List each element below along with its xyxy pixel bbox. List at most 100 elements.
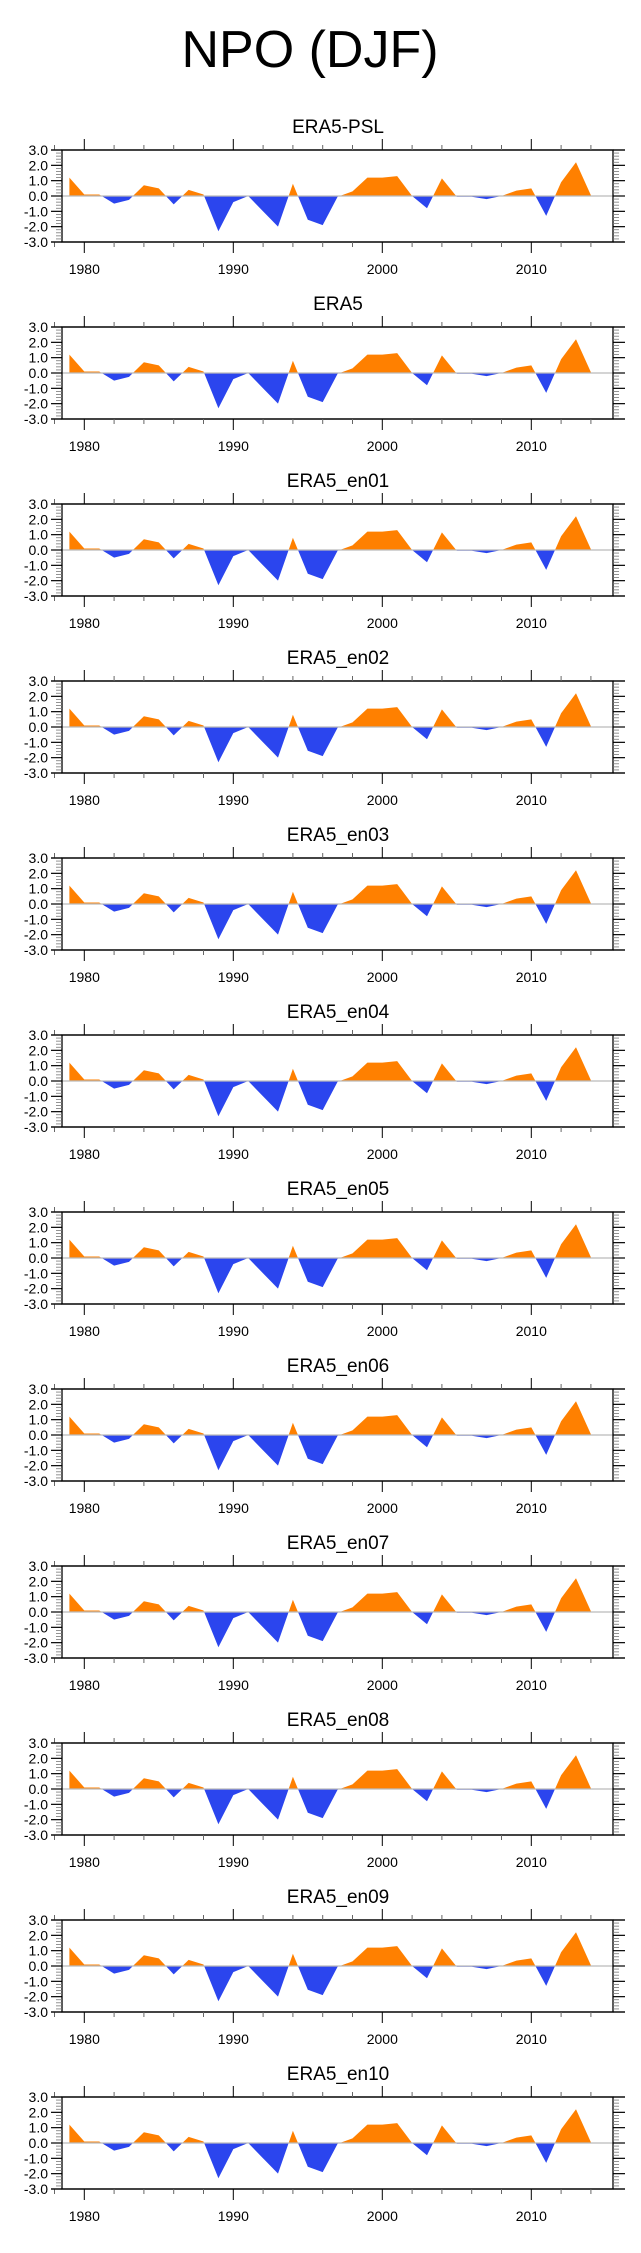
y-tick-label: 0.0 (29, 1781, 49, 1797)
y-tick-label: 2.0 (29, 1927, 49, 1943)
positive-area (69, 2109, 591, 2143)
x-tick-label: 1980 (69, 1323, 100, 1339)
y-tick-label: 3.0 (29, 2089, 49, 2105)
positive-area (69, 693, 591, 727)
x-tick-label: 2010 (516, 2208, 547, 2224)
positive-area (69, 870, 591, 904)
chart-panel: ERA5_en01 1980 1990 2000 2010 3.02.01.00.0-1.… (24, 471, 625, 631)
panel-title: ERA5_en03 (287, 825, 389, 846)
y-tick-label: 3.0 (29, 496, 49, 512)
y-tick-label: 3.0 (29, 673, 49, 689)
x-tick-label: 1990 (218, 1854, 249, 1870)
y-tick-label: 0.0 (29, 365, 49, 381)
x-tick-label: 2010 (516, 438, 547, 454)
x-tick-label: 2010 (516, 792, 547, 808)
y-tick-label: -3.0 (24, 1827, 48, 1843)
positive-area (69, 1755, 591, 1789)
y-tick-label: -3.0 (24, 765, 48, 781)
y-tick-label: 2.0 (29, 865, 49, 881)
x-tick-label: 1990 (218, 1323, 249, 1339)
y-tick-label: -1.0 (24, 1442, 48, 1458)
y-tick-label: -3.0 (24, 1119, 48, 1135)
y-tick-label: -2.0 (24, 396, 48, 412)
y-tick-label: 2.0 (29, 334, 49, 350)
x-tick-label: 2010 (516, 969, 547, 985)
negative-area (69, 2143, 591, 2179)
x-tick-label: 1990 (218, 2031, 249, 2047)
negative-area (69, 550, 591, 586)
chart-panel: ERA5_en08 1980 1990 2000 2010 3.02.01.00.0-1.… (24, 1710, 625, 1870)
y-tick-label: 0.0 (29, 1604, 49, 1620)
x-tick-label: 2010 (516, 1854, 547, 1870)
y-tick-label: 2.0 (29, 157, 49, 173)
y-tick-label: -3.0 (24, 2181, 48, 2197)
x-tick-label: 1980 (69, 615, 100, 631)
positive-area (69, 516, 591, 550)
y-tick-label: 1.0 (29, 527, 49, 543)
y-tick-label: 1.0 (29, 350, 49, 366)
x-tick-label: 1990 (218, 1677, 249, 1693)
chart-panel: ERA5_en02 1980 1990 2000 2010 3.02.01.00.0-1.… (24, 648, 625, 808)
y-tick-label: -2.0 (24, 1989, 48, 2005)
x-tick-label: 1990 (218, 261, 249, 277)
positive-area (69, 1578, 591, 1612)
y-tick-label: 3.0 (29, 319, 49, 335)
y-tick-label: -2.0 (24, 1635, 48, 1651)
positive-area (69, 1401, 591, 1435)
y-tick-label: -1.0 (24, 1619, 48, 1635)
positive-area (69, 162, 591, 196)
chart-panel: ERA5_en10 1980 1990 2000 2010 3.02.01.00.0-1.… (24, 2064, 625, 2224)
x-tick-label: 1980 (69, 792, 100, 808)
x-tick-label: 1990 (218, 969, 249, 985)
y-tick-label: 1.0 (29, 1766, 49, 1782)
negative-area (69, 1258, 591, 1294)
negative-area (69, 1435, 591, 1471)
y-tick-label: 3.0 (29, 1558, 49, 1574)
y-tick-label: 0.0 (29, 1073, 49, 1089)
x-tick-label: 1990 (218, 1146, 249, 1162)
y-tick-label: 0.0 (29, 1958, 49, 1974)
y-tick-label: 1.0 (29, 2120, 49, 2136)
y-tick-label: -1.0 (24, 2150, 48, 2166)
panel-title: ERA5_en05 (287, 1179, 389, 1200)
y-tick-label: -2.0 (24, 1458, 48, 1474)
negative-area (69, 1966, 591, 2002)
panel-title: ERA5_en02 (287, 648, 389, 669)
y-tick-label: 3.0 (29, 850, 49, 866)
y-tick-label: -3.0 (24, 411, 48, 427)
y-tick-label: 3.0 (29, 1027, 49, 1043)
y-tick-label: 1.0 (29, 1943, 49, 1959)
x-tick-label: 2000 (367, 1323, 398, 1339)
y-tick-label: -2.0 (24, 927, 48, 943)
y-tick-label: -3.0 (24, 1473, 48, 1489)
y-tick-label: 1.0 (29, 1412, 49, 1428)
x-tick-label: 1980 (69, 1677, 100, 1693)
negative-area (69, 196, 591, 232)
panel-title: ERA5_en06 (287, 1356, 389, 1377)
positive-area (69, 1932, 591, 1966)
x-tick-label: 2000 (367, 792, 398, 808)
x-tick-label: 2010 (516, 1146, 547, 1162)
y-tick-label: -3.0 (24, 234, 48, 250)
y-tick-label: 0.0 (29, 719, 49, 735)
x-tick-label: 1980 (69, 438, 100, 454)
x-tick-label: 2000 (367, 1854, 398, 1870)
y-tick-label: -2.0 (24, 219, 48, 235)
y-tick-label: -2.0 (24, 1104, 48, 1120)
negative-area (69, 1081, 591, 1117)
y-tick-label: 3.0 (29, 1204, 49, 1220)
y-tick-label: 0.0 (29, 188, 49, 204)
y-tick-label: 1.0 (29, 1058, 49, 1074)
y-tick-label: 0.0 (29, 1250, 49, 1266)
panel-title: ERA5_en01 (287, 471, 389, 492)
y-tick-label: -2.0 (24, 1281, 48, 1297)
y-tick-label: -2.0 (24, 573, 48, 589)
x-tick-label: 2000 (367, 438, 398, 454)
x-tick-label: 1990 (218, 1500, 249, 1516)
x-tick-label: 1980 (69, 2031, 100, 2047)
x-tick-label: 2010 (516, 2031, 547, 2047)
y-tick-label: 2.0 (29, 2104, 49, 2120)
y-tick-label: 0.0 (29, 542, 49, 558)
y-tick-label: 2.0 (29, 1219, 49, 1235)
positive-area (69, 339, 591, 373)
